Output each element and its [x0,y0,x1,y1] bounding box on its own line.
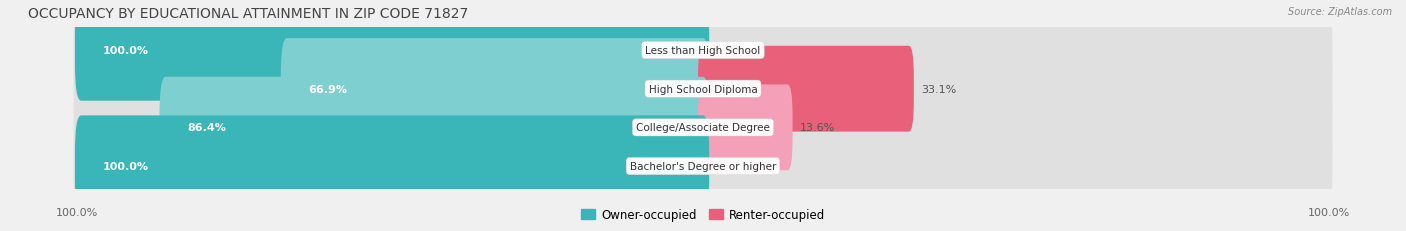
FancyBboxPatch shape [73,31,1333,147]
Text: Less than High School: Less than High School [645,46,761,56]
Text: 0.0%: 0.0% [716,46,744,56]
Text: OCCUPANCY BY EDUCATIONAL ATTAINMENT IN ZIP CODE 71827: OCCUPANCY BY EDUCATIONAL ATTAINMENT IN Z… [28,7,468,21]
FancyBboxPatch shape [281,39,709,140]
Text: 100.0%: 100.0% [103,46,149,56]
Text: 100.0%: 100.0% [1308,207,1350,218]
FancyBboxPatch shape [697,47,914,132]
FancyBboxPatch shape [75,116,709,217]
Text: High School Diploma: High School Diploma [648,84,758,94]
Text: 100.0%: 100.0% [56,207,98,218]
Text: Source: ZipAtlas.com: Source: ZipAtlas.com [1288,7,1392,17]
Text: 13.6%: 13.6% [800,123,835,133]
Text: 0.0%: 0.0% [716,161,744,171]
FancyBboxPatch shape [73,0,1333,109]
Legend: Owner-occupied, Renter-occupied: Owner-occupied, Renter-occupied [576,204,830,226]
Text: College/Associate Degree: College/Associate Degree [636,123,770,133]
Text: Bachelor's Degree or higher: Bachelor's Degree or higher [630,161,776,171]
FancyBboxPatch shape [75,0,709,101]
Text: 33.1%: 33.1% [921,84,956,94]
FancyBboxPatch shape [73,70,1333,186]
Text: 66.9%: 66.9% [309,84,347,94]
FancyBboxPatch shape [159,77,709,178]
Text: 100.0%: 100.0% [103,161,149,171]
FancyBboxPatch shape [697,85,793,170]
FancyBboxPatch shape [73,108,1333,225]
Text: 86.4%: 86.4% [187,123,226,133]
